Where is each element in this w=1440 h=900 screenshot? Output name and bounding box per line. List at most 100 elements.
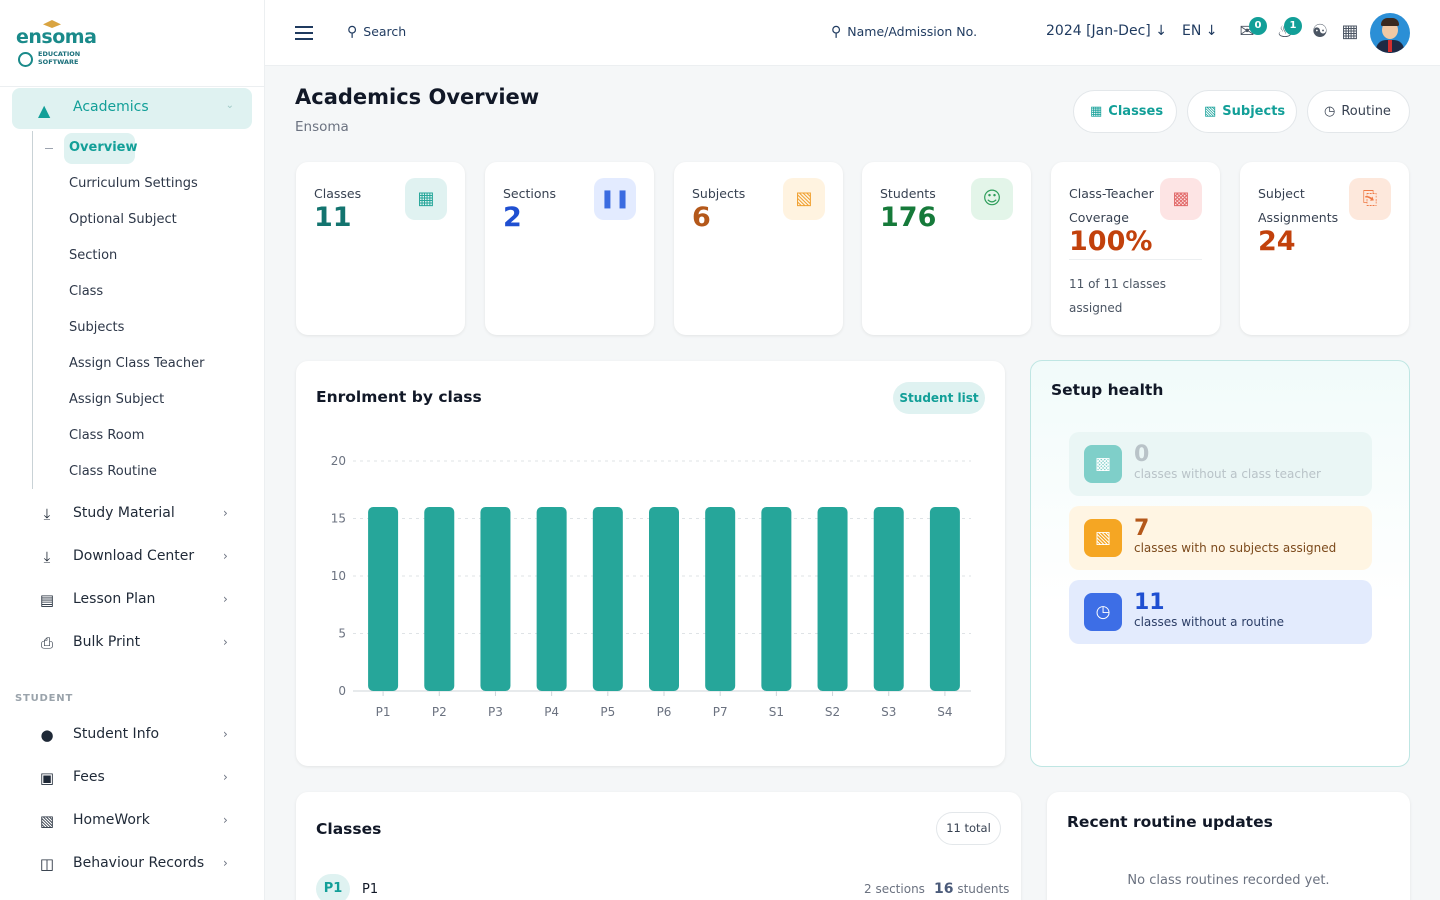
x-tick-label: S2 xyxy=(825,705,840,719)
bar-s4[interactable] xyxy=(929,507,960,691)
bar-s3[interactable] xyxy=(873,507,904,691)
sidebar-item-academics[interactable]: ▲ Academics ⌄ xyxy=(12,88,252,129)
academic-year-value: 2024 [Jan-Dec] xyxy=(1046,23,1151,39)
health-count: 7 xyxy=(1134,516,1150,541)
submenu-item-section[interactable]: Section xyxy=(69,248,118,263)
chevron-right-icon: › xyxy=(223,635,228,649)
stat-card-class-teacher-coverage[interactable]: Class-Teacher Coverage 100% ▩ 11 of 11 c… xyxy=(1051,162,1220,335)
submenu-item-label: Overview xyxy=(69,140,138,155)
avatar[interactable] xyxy=(1370,13,1410,53)
subjects-button[interactable]: ▧ Subjects xyxy=(1187,90,1297,133)
user-icon: ☺ xyxy=(971,178,1013,220)
stat-card-students[interactable]: Students 176 ☺ xyxy=(862,162,1031,335)
sidebar-item-download-center[interactable]: ⤓ Download Center › xyxy=(0,540,265,576)
language-select[interactable]: EN ↓ xyxy=(1182,23,1218,39)
routine-empty-state: No class routines recorded yet. xyxy=(1127,873,1330,888)
sidebar-item-label: Lesson Plan xyxy=(73,591,156,607)
stat-value: 176 xyxy=(880,202,937,233)
bar-p2[interactable] xyxy=(424,507,455,691)
submenu-item-subjects[interactable]: Subjects xyxy=(69,320,125,335)
search-trigger[interactable]: ⚲ Search xyxy=(347,24,406,40)
stat-card-classes[interactable]: Classes 11 ▦ xyxy=(296,162,465,335)
bar-p7[interactable] xyxy=(705,507,736,691)
bar-p6[interactable] xyxy=(649,507,679,691)
submenu-item-class[interactable]: Class xyxy=(69,284,104,299)
stat-card-subject-assignments[interactable]: Subject Assignments 24 ⎘ xyxy=(1240,162,1409,335)
classes-button-label: Classes xyxy=(1108,104,1164,119)
classes-button[interactable]: ▦ Classes xyxy=(1073,90,1177,133)
health-count: 0 xyxy=(1134,442,1150,467)
sidebar-item-student-info[interactable]: ● Student Info › xyxy=(0,718,265,754)
submenu-item-optional-subject[interactable]: Optional Subject xyxy=(69,212,177,227)
user-icon: ● xyxy=(40,726,54,744)
classes-total-badge: 11 total xyxy=(936,812,1001,845)
chevron-right-icon: › xyxy=(223,856,228,870)
bar-s2[interactable] xyxy=(817,507,848,691)
chart-circle-icon xyxy=(18,52,33,67)
stat-card-sections[interactable]: Sections 2 ❚❚ xyxy=(485,162,654,335)
x-tick-label: P7 xyxy=(713,705,728,719)
globe-icon[interactable]: ☯ xyxy=(1311,21,1329,42)
stats-icon[interactable]: ▦ xyxy=(1341,21,1359,42)
sidebar-item-homework[interactable]: ▧ HomeWork › xyxy=(0,804,265,840)
bar-s1[interactable] xyxy=(761,507,792,691)
bar-p3[interactable] xyxy=(480,507,511,691)
sidebar: ensoma EDUCATION SOFTWARE ▲ Academics ⌄ … xyxy=(0,0,265,900)
files-icon: ◫ xyxy=(39,855,55,873)
stat-value: 2 xyxy=(503,202,522,233)
health-row-routine[interactable]: ◷ 11 classes without a routine xyxy=(1069,580,1372,644)
submenu-item-class-routine[interactable]: Class Routine xyxy=(69,464,157,479)
sidebar-item-label: Study Material xyxy=(73,505,175,521)
class-students-label: students xyxy=(957,882,1010,896)
bar-p5[interactable] xyxy=(592,507,623,691)
sidebar-item-fees[interactable]: ▣ Fees › xyxy=(0,761,265,797)
submenu-item-curriculum-settings[interactable]: Curriculum Settings xyxy=(69,176,198,191)
student-search-trigger[interactable]: ⚲ Name/Admission No. xyxy=(831,24,977,40)
chevron-right-icon: › xyxy=(223,727,228,741)
stat-card-subjects[interactable]: Subjects 6 ▧ xyxy=(674,162,843,335)
sidebar-item-bulk-print[interactable]: ⎙ Bulk Print › xyxy=(0,626,265,662)
sidebar-item-label: HomeWork xyxy=(73,812,150,828)
health-row-class-teacher[interactable]: ▩ 0 classes without a class teacher xyxy=(1069,432,1372,496)
grid-icon: ▦ xyxy=(405,178,447,220)
routine-button-label: Routine xyxy=(1341,104,1391,119)
x-tick-label: P6 xyxy=(657,705,672,719)
chevron-right-icon: › xyxy=(223,549,228,563)
sidebar-item-lesson-plan[interactable]: ▤ Lesson Plan › xyxy=(0,583,265,619)
submenu-item-overview[interactable]: Overview xyxy=(64,133,138,164)
stat-value: 11 xyxy=(314,202,352,233)
menu-toggle-icon[interactable] xyxy=(295,26,313,40)
submenu-item-assign-class-teacher[interactable]: Assign Class Teacher xyxy=(69,356,205,371)
submenu-item-class-room[interactable]: Class Room xyxy=(69,428,145,443)
chevron-right-icon: › xyxy=(223,506,228,520)
student-search-label: Name/Admission No. xyxy=(847,24,978,39)
chevron-right-icon: › xyxy=(223,592,228,606)
sidebar-item-label: Fees xyxy=(73,769,105,785)
student-list-button[interactable]: Student list xyxy=(893,382,985,414)
class-sections: 2 sections xyxy=(864,882,925,896)
sidebar-item-label: Download Center xyxy=(73,548,195,564)
sidebar-item-behaviour-records[interactable]: ◫ Behaviour Records › xyxy=(0,847,265,883)
ensoma-logo[interactable]: ensoma EDUCATION SOFTWARE xyxy=(16,20,97,68)
health-row-subjects[interactable]: ▧ 7 classes with no subjects assigned xyxy=(1069,506,1372,570)
sidebar-item-label: Bulk Print xyxy=(73,634,141,650)
stat-label: Class-Teacher Coverage xyxy=(1069,186,1154,225)
x-tick-label: P3 xyxy=(488,705,503,719)
x-tick-label: P4 xyxy=(544,705,559,719)
arrow-down-icon: ↓ xyxy=(1205,23,1218,39)
class-students-count: 16 xyxy=(934,881,954,897)
notifications-count-badge: 1 xyxy=(1284,17,1302,35)
class-name[interactable]: P1 xyxy=(362,882,379,897)
graduation-cap-icon xyxy=(43,20,61,28)
submenu-item-assign-subject[interactable]: Assign Subject xyxy=(69,392,165,407)
sidebar-section-label: STUDENT xyxy=(15,693,74,704)
stat-label: Subject Assignments xyxy=(1258,186,1339,225)
routine-button[interactable]: ◷ Routine xyxy=(1307,90,1410,133)
academic-year-select[interactable]: 2024 [Jan-Dec] ↓ xyxy=(1046,23,1167,39)
bar-p4[interactable] xyxy=(536,507,567,691)
page-subtitle: Ensoma xyxy=(295,119,349,135)
sidebar-item-study-material[interactable]: ⤓ Study Material › xyxy=(0,497,265,533)
bar-p1[interactable] xyxy=(368,507,399,691)
page-title: Academics Overview xyxy=(295,85,540,109)
arrow-down-icon: ↓ xyxy=(1155,23,1167,39)
